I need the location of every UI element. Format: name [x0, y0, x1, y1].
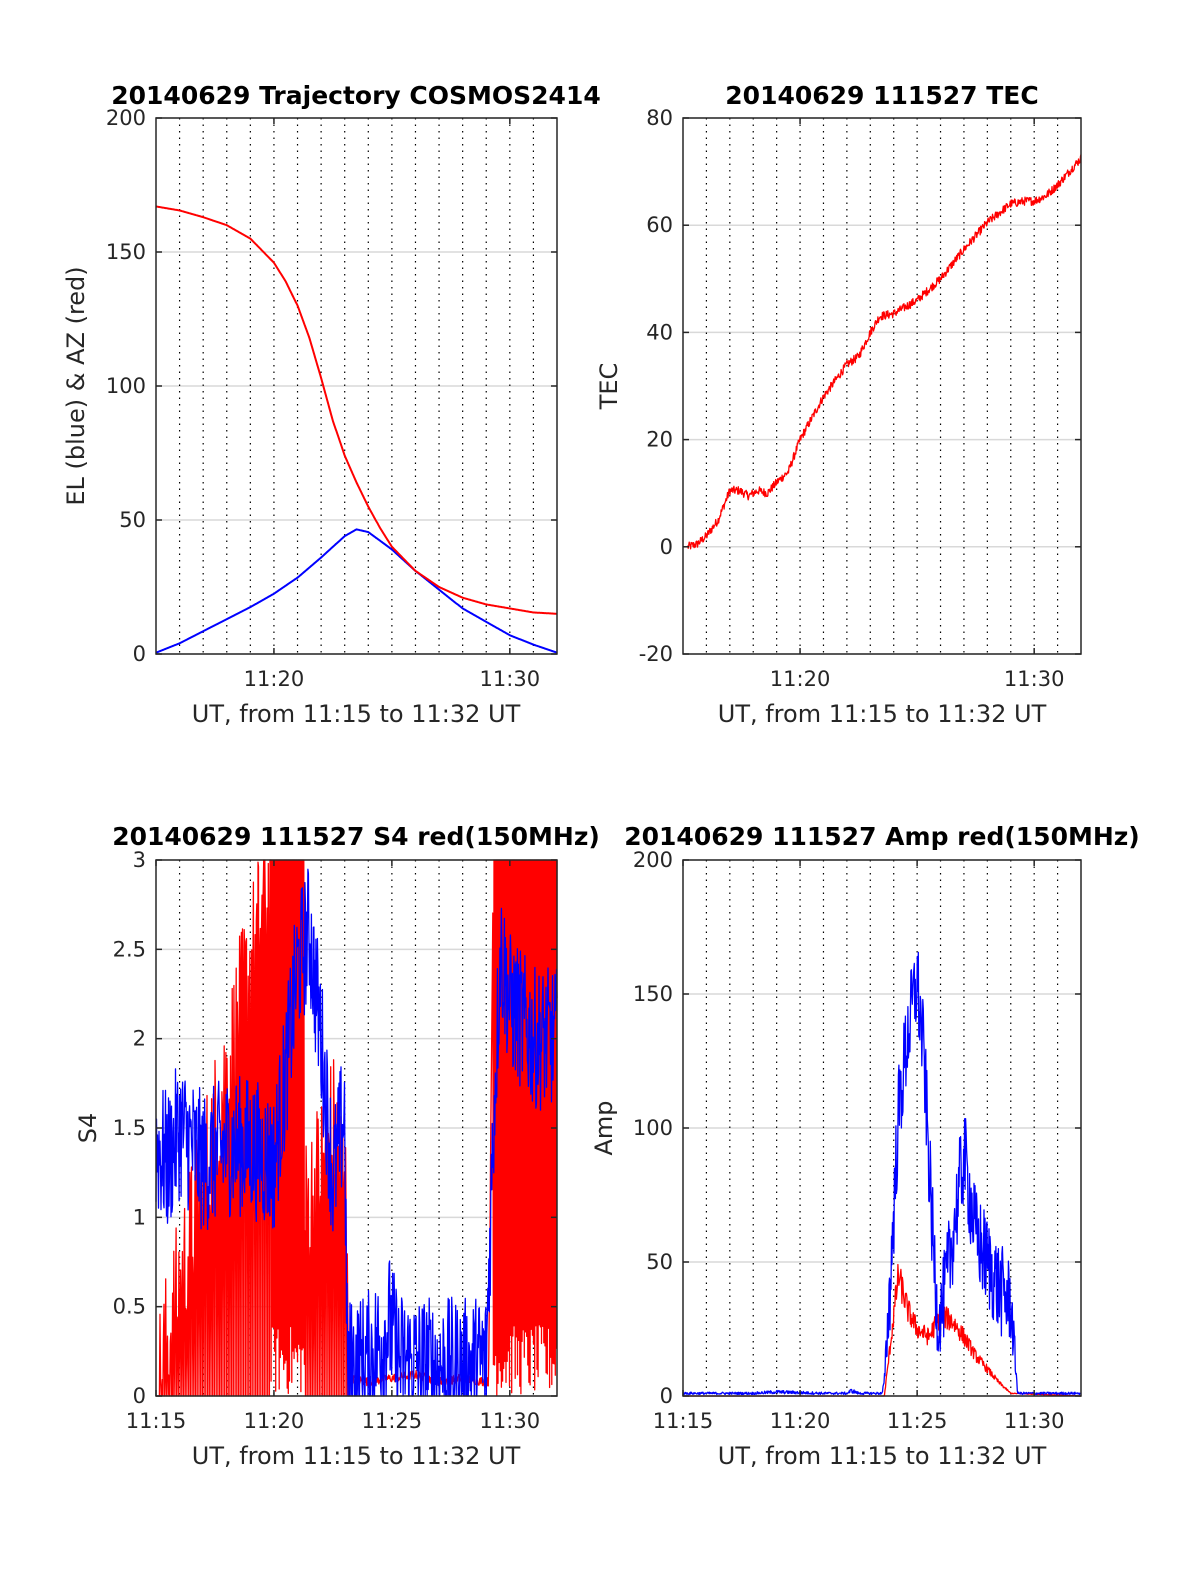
amp-xtick-label: 11:20 [770, 1409, 831, 1433]
amp-xtick-label: 11:15 [653, 1409, 714, 1433]
trajectory-series [155, 205, 558, 654]
s4-ytick-label: 2 [133, 1027, 146, 1051]
trajectory-ytick-label: 100 [106, 374, 146, 398]
s4-xtick-label: 11:25 [362, 1409, 423, 1433]
tec-xtick-label: 11:20 [770, 667, 831, 691]
amp-ytick-label: 200 [633, 848, 673, 872]
trajectory-series-line-0 [155, 528, 558, 654]
trajectory-gridlines [156, 117, 557, 655]
s4-xtick-label: 11:15 [126, 1409, 187, 1433]
tec-ytick-label: -20 [639, 642, 673, 666]
tec-series [687, 154, 1082, 550]
trajectory-ticks: 0 50 100 150 200 11:20 11:30 [106, 106, 557, 691]
s4-ytick-label: 0 [133, 1384, 146, 1408]
amp-ytick-label: 150 [633, 982, 673, 1006]
amp-x-axis-label: UT, from 11:15 to 11:32 UT [718, 1442, 1047, 1470]
s4-plot: 0 0.5 1 1.5 2 2.5 3 11:15 11:20 11:25 11:30 201406… [74, 822, 600, 1470]
trajectory-plot: 0 50 100 150 200 11:20 11:30 20140629 Trajecto… [62, 81, 601, 728]
tec-xtick-label: 11:30 [1004, 667, 1065, 691]
s4-ytick-label: 3 [133, 848, 146, 872]
trajectory-x-axis-label: UT, from 11:15 to 11:32 UT [192, 700, 521, 728]
s4-title: 20140629 111527 S4 red(150MHz) [112, 822, 600, 851]
tec-axes-frame [682, 117, 1082, 655]
trajectory-series-line-1 [155, 205, 558, 615]
tec-ticks: -20 0 20 40 60 80 11:20 11:30 [639, 106, 1081, 691]
s4-ytick-label: 2.5 [113, 937, 146, 961]
tec-ytick-label: 60 [646, 213, 673, 237]
tec-ytick-label: 20 [646, 428, 673, 452]
s4-xtick-label: 11:20 [244, 1409, 305, 1433]
trajectory-ytick-label: 50 [119, 508, 146, 532]
amp-ytick-label: 50 [646, 1250, 673, 1274]
tec-ytick-label: 80 [646, 106, 673, 130]
s4-y-axis-label: S4 [74, 1113, 102, 1144]
s4-x-axis-label: UT, from 11:15 to 11:32 UT [192, 1442, 521, 1470]
trajectory-ytick-label: 0 [133, 642, 146, 666]
trajectory-title: 20140629 Trajectory COSMOS2414 [111, 81, 601, 110]
s4-xtick-label: 11:30 [480, 1409, 541, 1433]
amp-ticks: 0 50 100 150 200 11:15 11:20 11:25 11:30 [633, 848, 1081, 1433]
amp-y-axis-label: Amp [590, 1100, 618, 1155]
amp-plot: 0 50 100 150 200 11:15 11:20 11:25 11:30 2014062… [590, 822, 1140, 1470]
amp-ytick-label: 100 [633, 1116, 673, 1140]
amp-series-line-1 [682, 951, 1082, 1396]
s4-ticks: 0 0.5 1 1.5 2 2.5 3 11:15 11:20 11:25 11:30 [113, 848, 557, 1433]
trajectory-y-axis-label: EL (blue) & AZ (red) [62, 266, 90, 505]
trajectory-xtick-label: 11:20 [244, 667, 305, 691]
tec-ytick-label: 40 [646, 320, 673, 344]
trajectory-ytick-label: 150 [106, 240, 146, 264]
trajectory-xtick-label: 11:30 [480, 667, 541, 691]
tec-x-axis-label: UT, from 11:15 to 11:32 UT [718, 700, 1047, 728]
tec-ytick-label: 0 [660, 535, 673, 559]
tec-plot: -20 0 20 40 60 80 11:20 11:30 20140629 111527 T… [595, 81, 1082, 728]
s4-ytick-label: 1 [133, 1205, 146, 1229]
tec-title: 20140629 111527 TEC [725, 81, 1038, 110]
trajectory-ytick-label: 200 [106, 106, 146, 130]
tec-y-axis-label: TEC [595, 363, 623, 411]
amp-xtick-label: 11:30 [1004, 1409, 1065, 1433]
tec-series-line-0 [687, 154, 1082, 550]
amp-ytick-label: 0 [660, 1384, 673, 1408]
amp-xtick-label: 11:25 [887, 1409, 948, 1433]
s4-ytick-label: 1.5 [113, 1116, 146, 1140]
s4-ytick-label: 0.5 [113, 1295, 146, 1319]
amp-title: 20140629 111527 Amp red(150MHz) [624, 822, 1140, 851]
